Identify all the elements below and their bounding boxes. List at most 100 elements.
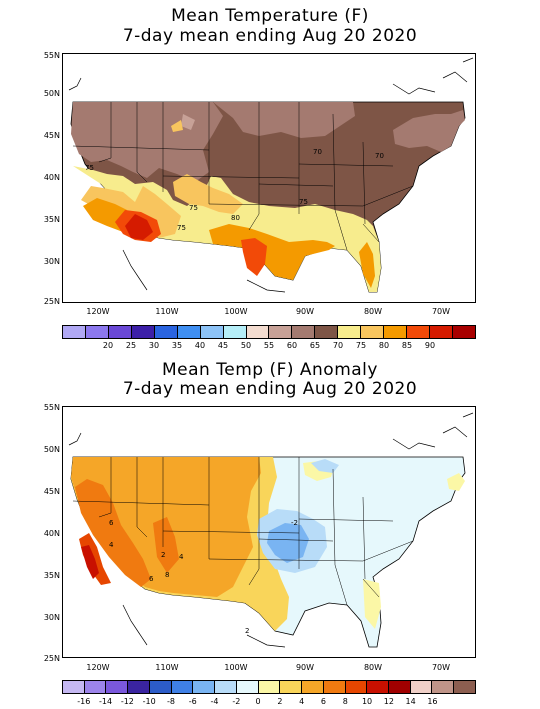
map2-colorbar-label: 14 xyxy=(405,697,416,706)
map2-lat-35n: 35N xyxy=(43,571,60,580)
map1-colorbar-swatch xyxy=(223,326,247,338)
map2-zone-6-8 xyxy=(75,479,151,587)
map1-lat-25n: 25N xyxy=(43,297,60,306)
map1-lat-45n: 45N xyxy=(43,131,60,140)
map1-lon-90w: 90W xyxy=(295,307,315,316)
map1-colorbar-swatch xyxy=(131,326,155,338)
map1-clabel-70b: 70 xyxy=(375,152,384,160)
map1-lat-40n: 40N xyxy=(43,173,60,182)
map1-colorbar-swatch xyxy=(384,326,408,338)
map1-colorbar-label: 70 xyxy=(332,341,344,350)
map2-coastlines xyxy=(68,412,474,648)
map1-colorbar-label: 30 xyxy=(148,341,160,350)
map1-clabel-70a: 70 xyxy=(313,148,322,156)
map1-state-lines xyxy=(72,102,414,251)
map2-lon-90w: 90W xyxy=(295,663,315,672)
map2-colorbar-label: 16 xyxy=(427,697,438,706)
map1-colorbar-label: 40 xyxy=(194,341,206,350)
map1-colorbar-swatch xyxy=(361,326,385,338)
map2-colorbar-label: -16 xyxy=(77,697,91,706)
map1-panel: 75 70 70 75 80 75 75 xyxy=(62,53,476,303)
map1-zone-65-70-ne xyxy=(393,110,465,152)
map1-lon-80w: 80W xyxy=(363,307,383,316)
map1-colorbar-swatch xyxy=(85,326,109,338)
map1-zone-90plus-tx xyxy=(241,238,267,276)
map1-colorbar-swatch xyxy=(108,326,132,338)
map1-clabel-75b: 75 xyxy=(189,204,198,212)
map2-zone-12plus xyxy=(81,545,99,579)
map1-colorbar-label: 60 xyxy=(286,341,298,350)
map1-colorbar-label: 45 xyxy=(217,341,229,350)
map1-colorbar-label: 80 xyxy=(378,341,390,350)
map1-colorbar-label: 35 xyxy=(171,341,183,350)
map2-lat-55n: 55N xyxy=(43,403,60,412)
map2-colorbar-label: -2 xyxy=(232,697,241,706)
map2-colorbar-swatch xyxy=(84,681,107,693)
map2-clabel-2: 2 xyxy=(161,551,165,559)
map2-colorbar-swatch xyxy=(215,681,237,693)
map2-lat-45n: 45N xyxy=(43,487,60,496)
map1-colorbar-swatch xyxy=(200,326,224,338)
map2-colorbar-label: -8 xyxy=(166,697,175,706)
map1-lat-30n: 30N xyxy=(43,257,60,266)
map2-colorbar-label: -12 xyxy=(120,697,134,706)
map2-title-line2: 7-day mean ending Aug 20 2020 xyxy=(122,379,418,399)
map2-colorbar-label: 10 xyxy=(361,697,373,706)
map1-coastlines xyxy=(68,57,474,293)
map2-colorbar-label: 0 xyxy=(255,697,261,706)
map1-colorbar-label: 25 xyxy=(125,341,137,350)
map2-clabel-4b: 4 xyxy=(179,553,184,561)
map2-colorbar-label: -6 xyxy=(188,697,197,706)
map2-panel: 6 4 2 -2 4 6 8 2 xyxy=(62,406,476,658)
map1-zone-80-85-wy xyxy=(171,120,183,132)
map2-lon-80w: 80W xyxy=(363,663,383,672)
map2-colorbar-swatch xyxy=(106,681,129,693)
map1-colorbar-swatch xyxy=(177,326,201,338)
map1-colorbar-swatch xyxy=(269,326,293,338)
map2-clabel-4: 4 xyxy=(109,541,114,549)
map2-zone-yellow-se xyxy=(363,579,381,629)
map2-colorbar-label: -10 xyxy=(142,697,156,706)
map2-clabel-8: 8 xyxy=(165,571,169,579)
map1-colorbar-label: 65 xyxy=(309,341,321,350)
map1-lat-50n: 50N xyxy=(43,89,60,98)
map1-clabel-75d: 75 xyxy=(177,224,186,232)
map1-colorbar-label: 55 xyxy=(263,341,275,350)
map2-colorbar-label: -14 xyxy=(99,697,113,706)
map1-colorbar-swatch xyxy=(452,326,475,338)
map1-colorbar-swatch xyxy=(63,326,86,338)
map2-colorbar-swatch xyxy=(367,681,390,693)
map1-colorbar-swatch xyxy=(430,326,453,338)
map2-colorbar-swatch xyxy=(323,681,346,693)
map1-lon-100w: 100W xyxy=(224,307,248,316)
map2-colorbar-swatch xyxy=(128,681,150,693)
map2-colorbar-swatch xyxy=(236,681,259,693)
map2-zone-yellow-ne2 xyxy=(447,473,465,491)
map2-clabel-6: 6 xyxy=(109,519,114,527)
map1-colorbar-label: 90 xyxy=(424,341,436,350)
map2-lon-100w: 100W xyxy=(224,663,248,672)
map1-clabel-75c: 75 xyxy=(299,198,308,206)
map2-colorbar-swatch xyxy=(410,681,433,693)
map1-title-line1: Mean Temperature (F) xyxy=(171,6,369,26)
map2-colorbar-swatch xyxy=(345,681,368,693)
map1-colorbar-swatch xyxy=(315,326,339,338)
map2-lon-120w: 120W xyxy=(86,663,110,672)
map1-colorbar-label: 85 xyxy=(401,341,413,350)
map2-lon-70w: 70W xyxy=(431,663,451,672)
map2-colorbar-swatch xyxy=(63,681,85,693)
map1-title-line2: 7-day mean ending Aug 20 2020 xyxy=(122,26,418,46)
map1-lat-55n: 55N xyxy=(43,51,60,60)
map1-zone-85-90-se xyxy=(359,242,375,288)
map1-colorbar-swatch xyxy=(246,326,270,338)
map2-colorbar-label: 4 xyxy=(299,697,305,706)
map2-colorbar-swatch xyxy=(454,681,475,693)
map2-colorbar xyxy=(62,680,476,694)
map1-contour-labels: 75 70 70 75 80 75 75 xyxy=(85,148,384,232)
map2-colorbar-label: 8 xyxy=(342,697,348,706)
map1-lon-120w: 120W xyxy=(86,307,110,316)
map2-title-line1: Mean Temp (F) Anomaly xyxy=(162,360,378,380)
map1-clabel-75: 75 xyxy=(85,164,94,172)
map2-colorbar-swatch xyxy=(389,681,411,693)
map1-colorbar-swatch xyxy=(154,326,178,338)
